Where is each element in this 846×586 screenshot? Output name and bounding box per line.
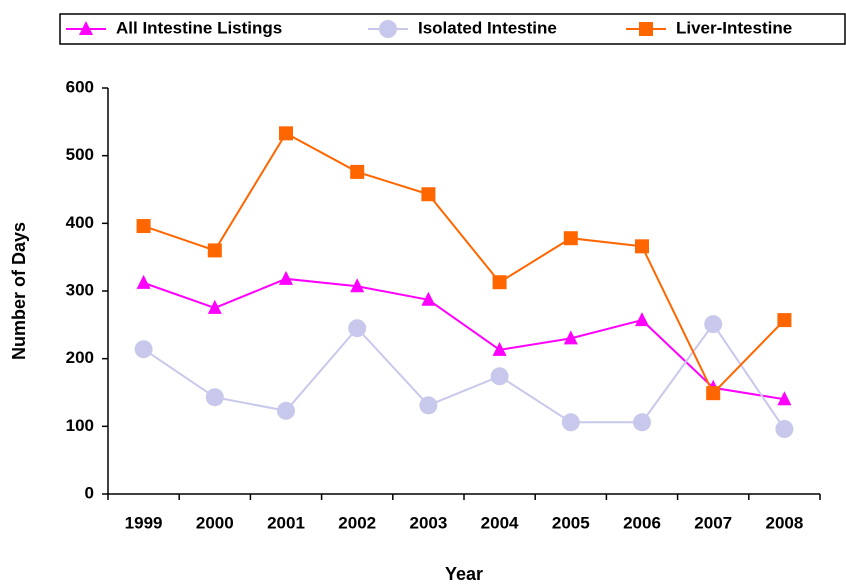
- legend-box: [59, 13, 846, 45]
- data-point: [775, 420, 794, 439]
- data-point: [563, 330, 578, 345]
- legend-marker: [639, 22, 653, 36]
- series-line: [143, 277, 785, 401]
- data-point: [633, 413, 651, 432]
- x-tick-label: 2008: [765, 513, 803, 532]
- x-tick-label: 2004: [481, 513, 519, 532]
- x-tick-label: 2003: [409, 513, 447, 532]
- series-line: [143, 132, 786, 395]
- data-point: [563, 231, 578, 246]
- y-tick-label: 300: [66, 280, 94, 299]
- data-point: [136, 274, 151, 289]
- y-tick-label: 100: [66, 416, 94, 435]
- data-point: [421, 187, 436, 202]
- data-point: [279, 270, 293, 285]
- x-tick-label: 2007: [694, 513, 732, 532]
- data-point: [561, 413, 580, 432]
- y-tick-label: 0: [85, 483, 94, 502]
- data-point: [635, 239, 649, 254]
- data-point: [277, 401, 295, 420]
- data-point: [207, 243, 222, 258]
- legend-label: Isolated Intestine: [418, 18, 557, 37]
- data-point: [492, 275, 507, 290]
- y-tick-label: 600: [66, 77, 94, 96]
- y-tick-label: 200: [66, 348, 94, 367]
- data-point: [492, 341, 507, 356]
- data-point: [421, 291, 436, 306]
- data-point: [350, 164, 365, 179]
- x-tick-label: 2002: [338, 513, 376, 532]
- y-tick-label: 500: [66, 145, 94, 164]
- data-point: [207, 299, 222, 314]
- data-point: [635, 312, 649, 327]
- x-tick-label: 1999: [125, 513, 163, 532]
- data-point: [348, 319, 367, 338]
- legend-label: Liver-Intestine: [676, 18, 792, 37]
- data-point: [777, 313, 792, 328]
- x-tick-label: 2006: [623, 513, 661, 532]
- x-tick-label: 2000: [196, 513, 234, 532]
- y-axis-title: Number of Days: [9, 222, 29, 360]
- legend-label: All Intestine Listings: [116, 18, 282, 37]
- data-point: [136, 219, 151, 234]
- y-tick-label: 400: [66, 213, 94, 232]
- x-tick-label: 2001: [267, 513, 305, 532]
- series-line: [143, 322, 786, 430]
- data-point: [490, 367, 509, 386]
- data-point: [279, 126, 293, 141]
- data-point: [704, 315, 723, 334]
- data-point: [706, 386, 721, 401]
- data-point: [777, 391, 792, 406]
- data-point: [134, 340, 153, 359]
- data-point: [350, 278, 365, 293]
- legend-marker: [379, 20, 397, 38]
- x-axis-title: Year: [445, 564, 483, 584]
- data-point: [205, 388, 224, 407]
- data-point: [419, 396, 438, 415]
- legend-marker: [79, 21, 93, 35]
- x-tick-label: 2005: [552, 513, 590, 532]
